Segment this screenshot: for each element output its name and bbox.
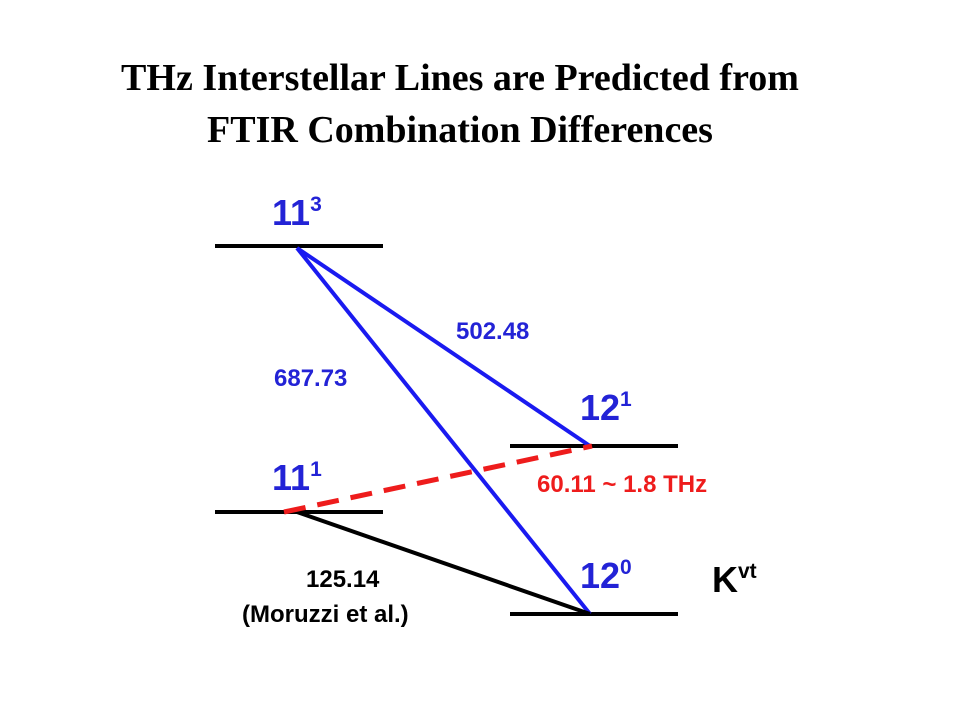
transition-line-125: [296, 510, 591, 616]
level-label-11-3: 113: [272, 192, 322, 233]
level-label-12-0: 120: [580, 555, 632, 596]
transition-reference-label: (Moruzzi et al.): [242, 601, 409, 628]
transition-line-60-dashed: [283, 443, 593, 515]
transition-label-125: 125.14: [306, 566, 380, 593]
transition-label-60: 60.11 ~ 1.8 THz: [537, 471, 707, 498]
transition-label-687: 687.73: [274, 365, 347, 392]
level-label-11-1: 111: [272, 457, 322, 498]
slide-title-line2: FTIR Combination Differences: [207, 109, 713, 151]
kvt-axis-label: Kvt: [712, 559, 757, 600]
transition-line-502: [295, 246, 592, 448]
transition-line-687: [295, 246, 592, 616]
level-label-12-1: 121: [580, 387, 632, 428]
transition-label-502: 502.48: [456, 318, 529, 345]
slide-title-line1: THz Interstellar Lines are Predicted fro…: [121, 57, 799, 99]
